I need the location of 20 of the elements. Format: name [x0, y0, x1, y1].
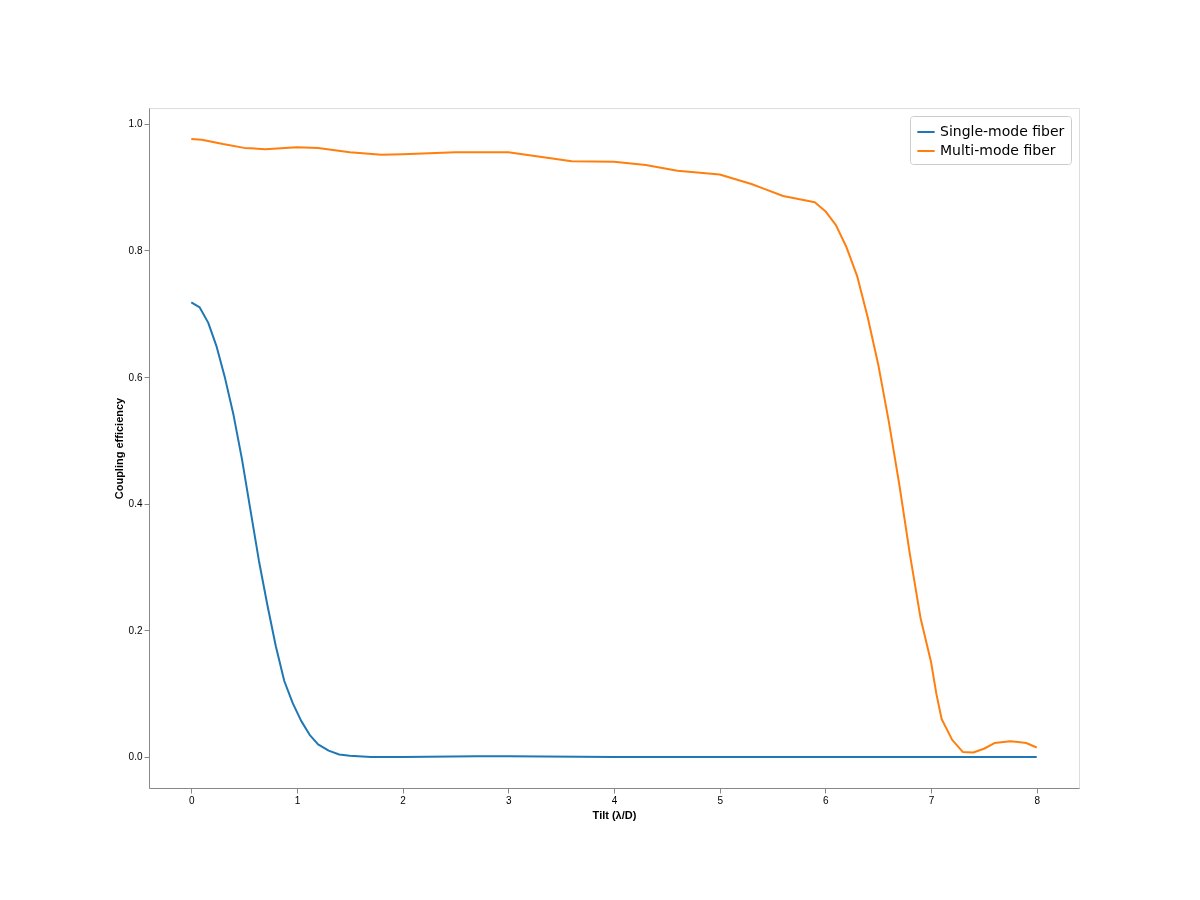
y-tick-label: 0.0 — [128, 751, 143, 763]
x-tick-label: 5 — [717, 794, 724, 806]
x-axis-title: Tilt (λ/D) — [592, 808, 637, 821]
legend-label: Multi-mode fiber — [940, 142, 1056, 158]
y-tick-label: 0.8 — [128, 244, 143, 256]
x-tick-label: 7 — [928, 794, 935, 806]
y-tick-label: 1.0 — [128, 118, 143, 130]
x-tick-label: 4 — [611, 794, 618, 806]
x-tick-label: 8 — [1034, 794, 1041, 806]
x-tick-label: 2 — [400, 794, 407, 806]
x-tick-label: 6 — [823, 794, 830, 806]
y-axis-title: Coupling efficiency — [112, 396, 125, 500]
x-tick-label: 1 — [294, 794, 301, 806]
line-series — [190, 301, 1038, 758]
x-tick-label: 3 — [506, 794, 513, 806]
x-tick-label: 0 — [188, 794, 195, 806]
y-tick-label: 0.4 — [128, 498, 143, 510]
y-tick-label: 0.2 — [128, 624, 143, 636]
legend-label: Single-mode fiber — [940, 123, 1065, 139]
y-tick-label: 0.6 — [128, 371, 143, 383]
